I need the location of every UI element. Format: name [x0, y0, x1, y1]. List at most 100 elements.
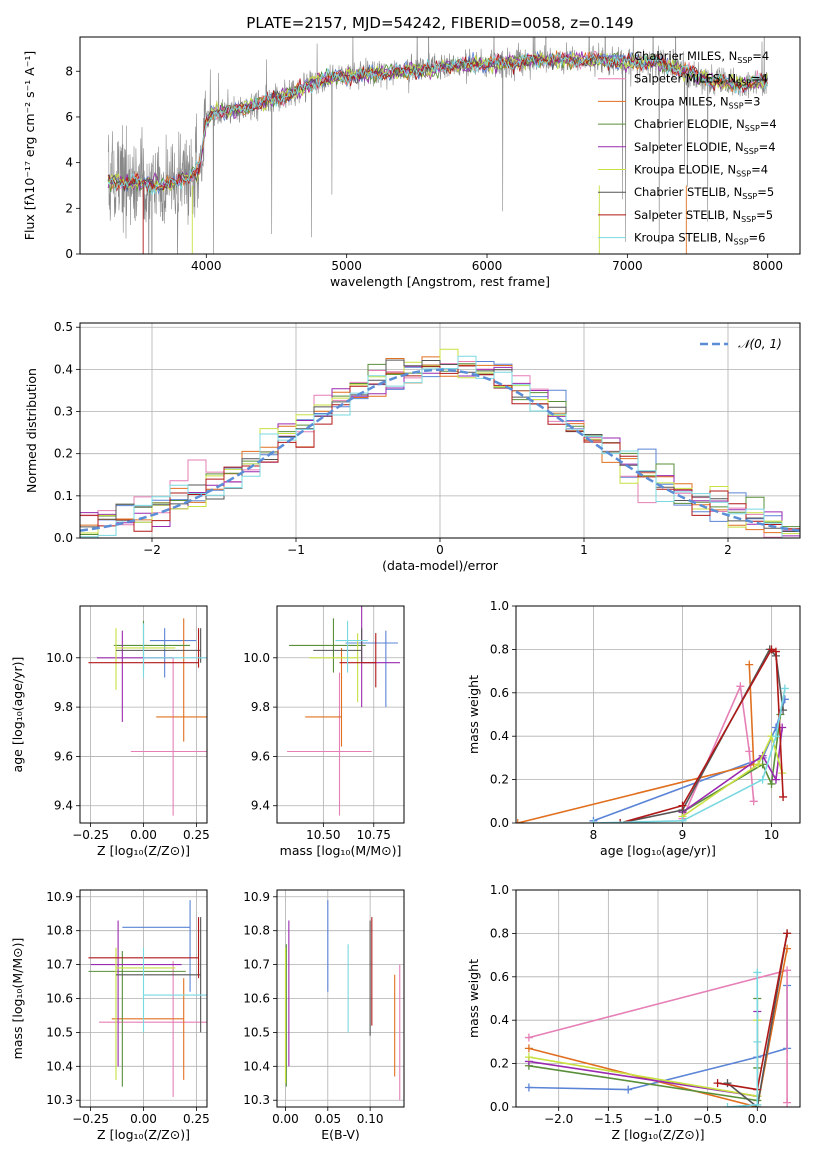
- weight-point-chabrier-miles: [624, 1085, 633, 1094]
- y-tick-label: 0.4: [490, 1013, 509, 1027]
- spectrum-panel: 4000 5000 6000 7000 8000 0 2 4 6 8 wavelength [Ang…: [22, 36, 801, 289]
- weight-line-chabrier-stelib: [726, 933, 788, 1107]
- x-axis-label: Z [log₁₀(Z/Z⊙)]: [97, 843, 190, 858]
- x-axis-label: mass [log₁₀(M/M⊙)]: [280, 843, 402, 858]
- weight-point-kroupa-stelib: [589, 819, 598, 823]
- age-vs-mass-panel: 10.50 10.75 9.4 9.6 9.8 10.0 mass [log₁₀(M/M⊙)…: [243, 605, 405, 858]
- y-tick-label: 0.2: [490, 773, 509, 787]
- weight-point-kroupa-miles: [524, 1044, 533, 1053]
- model-spectrum-line: [107, 51, 768, 195]
- weight-point-salpeter-stelib: [783, 929, 792, 938]
- x-tick-label: 7000: [612, 259, 643, 273]
- weight-point-salpeter-miles: [745, 747, 754, 756]
- weight-point-salpeter-miles: [749, 797, 758, 806]
- legend-label-chabrier-stelib: Chabrier STELIB, NSSP=5: [634, 185, 774, 201]
- x-axis-label: wavelength [Angstrom, rest frame]: [330, 274, 550, 289]
- x-tick-label: 5000: [331, 259, 362, 273]
- y-tick-label: 10.7: [46, 958, 73, 972]
- age-vs-metallicity-panel: −0.25 0.00 0.25 9.4 9.6 9.8 10.0 Z [log₁₀(Z/Z⊙)…: [10, 605, 210, 858]
- x-tick-label: 0.0: [748, 1112, 767, 1126]
- weight-point-kroupa-stelib: [758, 775, 767, 784]
- x-tick-label: 0.00: [130, 1112, 157, 1126]
- x-tick-label: −2: [143, 543, 161, 557]
- y-tick-label: 9.4: [54, 799, 73, 813]
- weight-point-salpeter-elodie: [771, 775, 780, 784]
- weight-point-salpeter-stelib: [678, 801, 687, 810]
- axes-frame: [276, 605, 405, 824]
- weight-point-salpeter-stelib: [767, 645, 776, 654]
- x-tick-label: 0.00: [272, 1112, 299, 1126]
- weight-line-kroupa-elodie: [682, 733, 783, 818]
- y-tick-label: 10.7: [243, 958, 270, 972]
- weight-point-kroupa-elodie: [524, 1053, 533, 1062]
- weight-point-salpeter-miles: [783, 966, 792, 975]
- x-tick-label: −0.25: [72, 828, 109, 842]
- x-tick-label: 0.25: [183, 1112, 210, 1126]
- y-tick-label: 10.6: [46, 992, 73, 1006]
- figure-title: PLATE=2157, MJD=54242, FIBERID=0058, z=0…: [246, 14, 633, 32]
- y-tick-label: 0.2: [490, 1057, 509, 1071]
- y-tick-label: 10.5: [46, 1025, 73, 1039]
- histogram-lines: [80, 348, 800, 538]
- y-tick-label: 0.4: [54, 362, 73, 376]
- y-tick-label: 4: [65, 156, 73, 170]
- weight-point-chabrier-miles: [524, 1083, 533, 1092]
- x-tick-label: 6000: [472, 259, 503, 273]
- errorbar-marks: [284, 900, 401, 1101]
- axes-frame: [79, 322, 801, 539]
- legend-label-kroupa-miles: Kroupa MILES, NSSP=3: [634, 94, 760, 110]
- x-tick-label: 8: [590, 828, 598, 842]
- x-tick-label: −0.5: [693, 1112, 722, 1126]
- legend-label-salpeter-elodie: Salpeter ELODIE, NSSP=4: [634, 140, 776, 156]
- x-tick-label: 0.00: [130, 828, 157, 842]
- weight-point-chabrier-elodie: [767, 779, 776, 788]
- y-tick-label: 10.4: [243, 1059, 270, 1073]
- y-tick-label: 0.2: [54, 447, 73, 461]
- weight-line-kroupa-miles: [528, 948, 788, 1107]
- legend-label-kroupa-elodie: Kroupa ELODIE, NSSP=4: [634, 163, 768, 179]
- x-tick-label: 0.05: [314, 1112, 341, 1126]
- x-tick-label: −1: [287, 543, 305, 557]
- legend-label-kroupa-stelib: Kroupa STELIB, NSSP=6: [634, 231, 765, 247]
- y-tick-label: 10.4: [46, 1059, 73, 1073]
- weight-point-salpeter-stelib: [616, 819, 625, 823]
- x-tick-label: 0: [436, 543, 444, 557]
- y-tick-label: 9.4: [251, 799, 270, 813]
- y-axis-label: mass weight: [466, 959, 481, 1038]
- x-tick-label: 0.10: [357, 1112, 384, 1126]
- weight-point-kroupa-stelib: [753, 1100, 762, 1107]
- residuals-panel: −2 −1 0 1 2 0.0 0.1 0.2 0.3 0.4 0.5 (data-model)/er…: [24, 320, 801, 573]
- y-tick-label: 6: [65, 110, 73, 124]
- axes-frame: [515, 605, 801, 824]
- y-tick-label: 0.8: [490, 642, 509, 656]
- y-axis-label: age [log₁₀(age/yr)]: [10, 657, 25, 773]
- x-tick-label: 8000: [752, 259, 783, 273]
- x-tick-label: 10: [764, 828, 779, 842]
- y-tick-label: 1.0: [490, 599, 509, 613]
- y-tick-label: 0.6: [490, 970, 509, 984]
- legend-label-salpeter-stelib: Salpeter STELIB, NSSP=5: [634, 208, 773, 224]
- y-axis-label: Flux [fλ10⁻¹⁷ erg cm⁻² s⁻¹ A⁻¹]: [22, 51, 37, 240]
- y-tick-label: 0.8: [490, 926, 509, 940]
- weight-point-kroupa-elodie: [754, 760, 763, 769]
- x-tick-label: −1.0: [643, 1112, 672, 1126]
- x-axis-label: Z [log₁₀(Z/Z⊙)]: [612, 1127, 705, 1142]
- y-tick-label: 9.6: [251, 749, 270, 763]
- model-spectrum-line: [107, 51, 768, 194]
- y-tick-label: 10.9: [243, 890, 270, 904]
- x-tick-label: −2.0: [544, 1112, 573, 1126]
- y-tick-label: 10.6: [243, 992, 270, 1006]
- x-tick-label: −0.25: [72, 1112, 109, 1126]
- weight-point-kroupa-stelib: [771, 732, 780, 741]
- y-tick-label: 0.0: [490, 816, 509, 830]
- legend-label-salpeter-miles: Salpeter MILES, NSSP=4: [634, 72, 768, 88]
- axes-frame: [79, 605, 208, 824]
- y-tick-label: 2: [65, 201, 73, 215]
- weight-point-kroupa-stelib: [753, 1037, 762, 1046]
- legend-label-chabrier-elodie: Chabrier ELODIE, NSSP=4: [634, 117, 777, 133]
- y-axis-label: Normed distribution: [24, 368, 39, 493]
- weight-line-salpeter-elodie: [682, 727, 783, 813]
- errorbar-marks: [88, 900, 207, 1097]
- axes-frame: [79, 36, 801, 255]
